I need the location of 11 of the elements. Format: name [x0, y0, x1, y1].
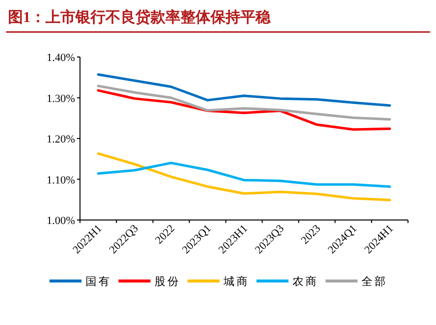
legend-label: 农商	[292, 275, 318, 288]
y-tick-label: 1.20%	[46, 134, 75, 146]
legend-label: 国有	[86, 276, 112, 288]
y-tick-label: 1.10%	[46, 174, 75, 186]
y-tick-label: 1.40%	[46, 52, 75, 64]
y-tick-label: 1.30%	[46, 92, 75, 105]
y-tick-label: 1.00%	[46, 215, 75, 227]
title: 图1：上市银行不良贷款率整体保持平稳	[8, 10, 270, 26]
legend-label: 全部	[362, 275, 388, 288]
legend-label: 城商	[222, 275, 250, 288]
legend-label: 股份	[154, 276, 180, 288]
